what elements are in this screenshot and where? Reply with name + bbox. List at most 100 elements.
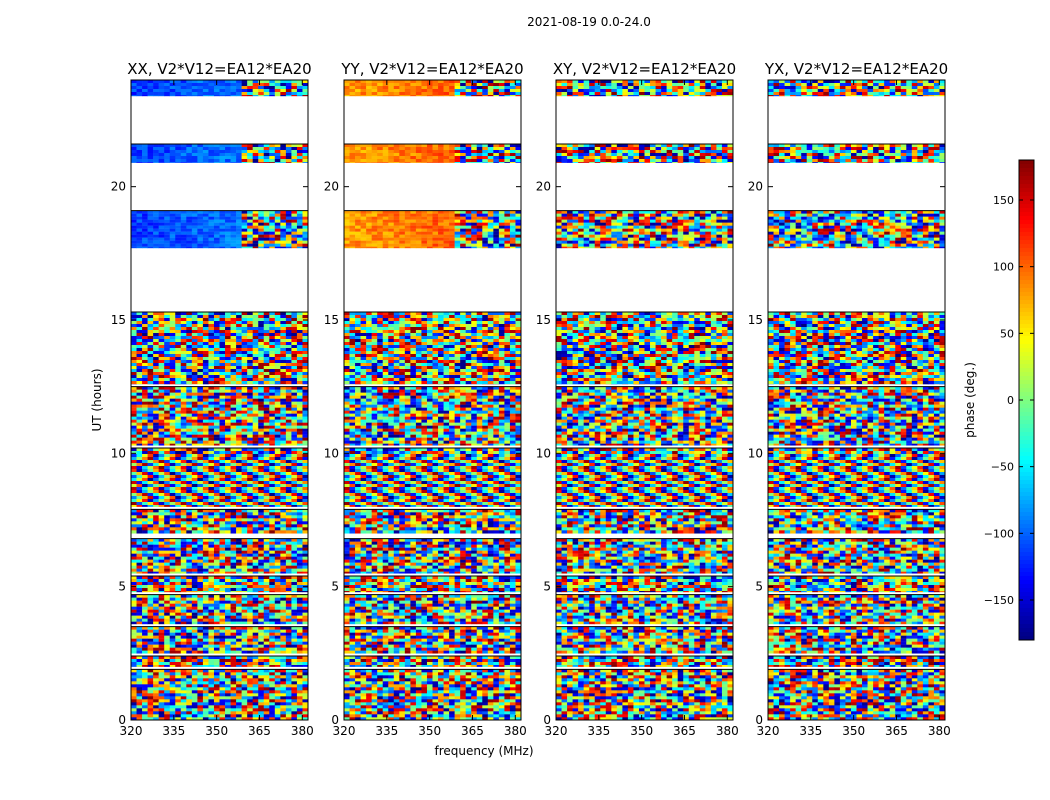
y-tick-label: 20 xyxy=(536,180,551,194)
colorbar-swatch xyxy=(1019,620,1034,625)
x-tick-label: 365 xyxy=(248,724,271,738)
y-tick-label: 15 xyxy=(536,313,551,327)
colorbar-swatch xyxy=(1019,412,1034,417)
y-tick-label: 10 xyxy=(748,446,763,460)
colorbar-swatch xyxy=(1019,268,1034,273)
colorbar-swatch xyxy=(1019,440,1034,445)
y-tick-label: 10 xyxy=(324,446,339,460)
colorbar-swatch xyxy=(1019,524,1034,529)
colorbar-swatch xyxy=(1019,452,1034,457)
phase-image xyxy=(344,80,521,720)
y-tick-label: 20 xyxy=(111,180,126,194)
colorbar-swatch xyxy=(1019,376,1034,381)
colorbar-swatch xyxy=(1019,596,1034,601)
x-tick-label: 380 xyxy=(504,724,527,738)
x-tick-label: 320 xyxy=(545,724,568,738)
colorbar-swatch xyxy=(1019,484,1034,489)
colorbar-swatch xyxy=(1019,580,1034,585)
panel-title: YY, V2*V12=EA12*EA20 xyxy=(340,60,523,78)
colorbar-tick-label: 150 xyxy=(993,194,1014,207)
colorbar-swatch xyxy=(1019,416,1034,421)
x-tick-label: 335 xyxy=(587,724,610,738)
colorbar-swatch xyxy=(1019,180,1034,185)
colorbar-swatch xyxy=(1019,560,1034,565)
colorbar-swatch xyxy=(1019,340,1034,345)
colorbar-swatch xyxy=(1019,168,1034,173)
colorbar-swatch xyxy=(1019,284,1034,289)
panel-frame xyxy=(767,79,946,721)
panel-frame xyxy=(130,79,309,721)
x-tick-label: 335 xyxy=(162,724,185,738)
x-tick-label: 365 xyxy=(885,724,908,738)
y-tick-label: 0 xyxy=(755,713,763,727)
x-tick-label: 380 xyxy=(716,724,739,738)
colorbar-swatch xyxy=(1019,248,1034,253)
panel-frame xyxy=(555,79,734,721)
colorbar-swatch xyxy=(1019,300,1034,305)
colorbar-swatch xyxy=(1019,204,1034,209)
colorbar-swatch xyxy=(1019,176,1034,181)
colorbar-swatch xyxy=(1019,220,1034,225)
colorbar-swatch xyxy=(1019,512,1034,517)
panel-yy: YY, V2*V12=EA12*EA20 320 335 350 365 380 0 5 10 1… xyxy=(324,60,527,738)
colorbar-swatch xyxy=(1019,420,1034,425)
colorbar-swatch xyxy=(1019,616,1034,621)
colorbar-swatch xyxy=(1019,464,1034,469)
colorbar-swatch xyxy=(1019,396,1034,401)
y-axis-label: UT (hours) xyxy=(90,368,104,431)
colorbar-swatch xyxy=(1019,296,1034,301)
colorbar-swatch xyxy=(1019,320,1034,325)
colorbar-swatch xyxy=(1019,172,1034,177)
colorbar-swatch xyxy=(1019,548,1034,553)
colorbar-swatch xyxy=(1019,408,1034,413)
colorbar-swatch xyxy=(1019,460,1034,465)
colorbar-swatch xyxy=(1019,400,1034,405)
panels: XX, V2*V12=EA12*EA20 320 335 350 365 380 0 5 10 1… xyxy=(111,60,951,738)
colorbar-swatch xyxy=(1019,576,1034,581)
colorbar-swatch xyxy=(1019,228,1034,233)
colorbar-swatch xyxy=(1019,244,1034,249)
x-tick-label: 350 xyxy=(418,724,441,738)
colorbar-swatch xyxy=(1019,536,1034,541)
colorbar-swatch xyxy=(1019,496,1034,501)
colorbar-swatch xyxy=(1019,324,1034,329)
colorbar-swatch xyxy=(1019,196,1034,201)
colorbar-tick-label: 50 xyxy=(1000,327,1014,340)
x-tick-label: 380 xyxy=(291,724,314,738)
colorbar-swatch xyxy=(1019,360,1034,365)
colorbar-swatch xyxy=(1019,332,1034,337)
colorbar-swatch xyxy=(1019,448,1034,453)
phase-image xyxy=(556,80,733,720)
y-tick-label: 15 xyxy=(748,313,763,327)
panel-xy: XY, V2*V12=EA12*EA20 320 335 350 365 380 0 5 10 1… xyxy=(536,60,739,738)
colorbar-swatch xyxy=(1019,520,1034,525)
colorbar-swatch xyxy=(1019,304,1034,309)
colorbar-swatch xyxy=(1019,208,1034,213)
x-tick-label: 350 xyxy=(842,724,865,738)
colorbar-tick-label: 100 xyxy=(993,261,1014,274)
colorbar-swatch xyxy=(1019,504,1034,509)
colorbar-swatch xyxy=(1019,456,1034,461)
colorbar-swatch xyxy=(1019,516,1034,521)
x-tick-label: 365 xyxy=(673,724,696,738)
colorbar-swatch xyxy=(1019,276,1034,281)
colorbar-swatch xyxy=(1019,200,1034,205)
phase-image xyxy=(768,80,945,720)
colorbar-swatch xyxy=(1019,444,1034,449)
colorbar-swatch xyxy=(1019,388,1034,393)
colorbar-swatch xyxy=(1019,492,1034,497)
colorbar-swatch xyxy=(1019,636,1034,641)
colorbar-swatch xyxy=(1019,556,1034,561)
x-tick-label: 350 xyxy=(205,724,228,738)
colorbar-swatch xyxy=(1019,188,1034,193)
panel-title: XX, V2*V12=EA12*EA20 xyxy=(127,60,311,78)
colorbar-swatch xyxy=(1019,372,1034,377)
colorbar-swatch xyxy=(1019,608,1034,613)
y-tick-label: 0 xyxy=(331,713,339,727)
colorbar-swatch xyxy=(1019,632,1034,637)
y-tick-label: 5 xyxy=(543,580,551,594)
colorbar-swatch xyxy=(1019,588,1034,593)
colorbar-swatch xyxy=(1019,184,1034,189)
colorbar-swatch xyxy=(1019,288,1034,293)
colorbar-swatch xyxy=(1019,216,1034,221)
